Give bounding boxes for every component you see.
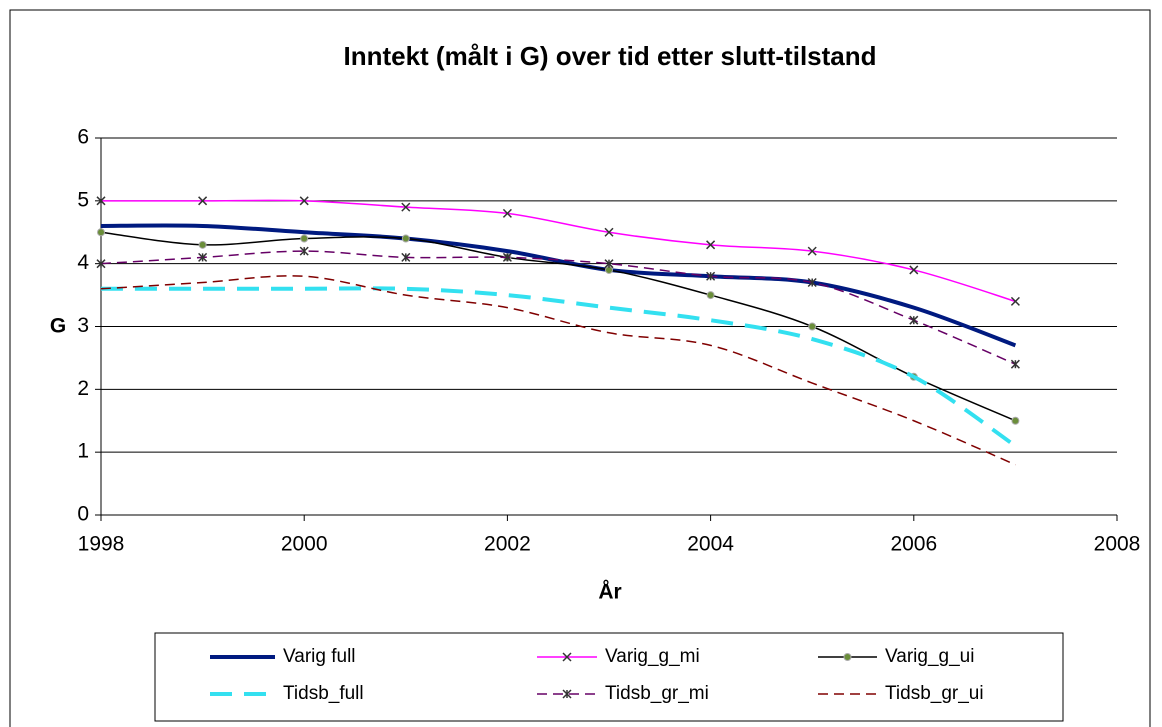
- series-line: [101, 286, 1017, 448]
- marker: [96, 259, 106, 269]
- marker: [843, 653, 852, 661]
- marker: [1010, 359, 1020, 369]
- marker-stroke: [198, 196, 208, 206]
- marker: [706, 291, 715, 300]
- marker: [96, 196, 106, 206]
- marker: [198, 252, 208, 262]
- marker: [401, 252, 411, 262]
- chart-title: Inntekt (målt i G) over tid etter slutt-…: [343, 41, 876, 71]
- marker: [502, 252, 512, 262]
- marker: [401, 234, 410, 243]
- marker: [909, 315, 919, 325]
- x-tick-label: 1998: [78, 533, 125, 556]
- marker-dot: [1011, 416, 1020, 425]
- marker: [562, 689, 572, 699]
- marker: [198, 240, 207, 249]
- x-tick-label: 2008: [1094, 533, 1141, 556]
- y-tick-label: 3: [77, 314, 89, 337]
- x-axis-label: År: [598, 580, 621, 604]
- marker: [401, 202, 411, 212]
- marker-dot: [843, 653, 852, 661]
- marker: [97, 228, 105, 237]
- x-tick-label: 2002: [484, 533, 531, 556]
- chart-frame: [9, 9, 1151, 727]
- y-tick-label: 1: [77, 440, 89, 463]
- series-line: [101, 199, 1016, 303]
- marker-stroke: [299, 196, 309, 206]
- marker-stroke: [1010, 296, 1020, 306]
- marker-stroke: [401, 202, 411, 212]
- x-tick-label: 2006: [890, 533, 937, 556]
- marker: [706, 271, 716, 281]
- marker: [299, 196, 309, 206]
- marker: [562, 652, 572, 662]
- series-line: [100, 223, 1017, 348]
- series-line: [100, 275, 1016, 466]
- legend-label: Varig_g_ui: [885, 646, 974, 667]
- marker: [807, 277, 817, 288]
- marker: [604, 227, 614, 237]
- x-tick-label: 2000: [281, 533, 328, 556]
- y-tick-label: 6: [77, 126, 89, 149]
- marker: [909, 265, 919, 275]
- marker: [198, 196, 208, 206]
- marker-stroke: [562, 652, 572, 662]
- marker: [299, 246, 309, 256]
- marker-dot: [808, 322, 817, 331]
- marker: [1010, 296, 1020, 306]
- legend-label: Tidsb_gr_ui: [885, 683, 984, 704]
- legend-box: [154, 632, 1064, 722]
- marker-stroke: [706, 240, 716, 250]
- marker-stroke: [96, 196, 106, 206]
- series-line: [100, 250, 1016, 365]
- y-tick-label: 0: [77, 503, 89, 526]
- marker: [1011, 416, 1020, 425]
- marker-stroke: [909, 265, 919, 275]
- marker: [502, 208, 512, 218]
- marker-dot: [300, 234, 309, 243]
- y-tick-label: 5: [77, 188, 89, 211]
- marker: [300, 234, 309, 243]
- marker-dot: [401, 234, 410, 243]
- legend-label: Varig full: [283, 646, 356, 667]
- y-axis-label: G: [50, 315, 66, 338]
- series-line: [100, 231, 1016, 422]
- y-tick-label: 2: [77, 377, 89, 400]
- marker: [807, 246, 817, 256]
- y-tick-label: 4: [77, 251, 89, 274]
- marker-stroke: [807, 246, 817, 256]
- legend-label: Tidsb_full: [283, 683, 364, 704]
- x-tick-label: 2004: [687, 533, 734, 556]
- marker-stroke: [604, 227, 614, 237]
- marker-dot: [198, 240, 207, 249]
- marker: [706, 240, 716, 250]
- marker: [604, 259, 614, 269]
- marker: [808, 322, 817, 331]
- marker-dot: [706, 291, 715, 300]
- legend-label: Tidsb_gr_mi: [605, 683, 709, 704]
- legend-label: Varig_g_mi: [605, 646, 700, 667]
- marker-dot: [97, 228, 105, 237]
- marker-stroke: [502, 208, 512, 218]
